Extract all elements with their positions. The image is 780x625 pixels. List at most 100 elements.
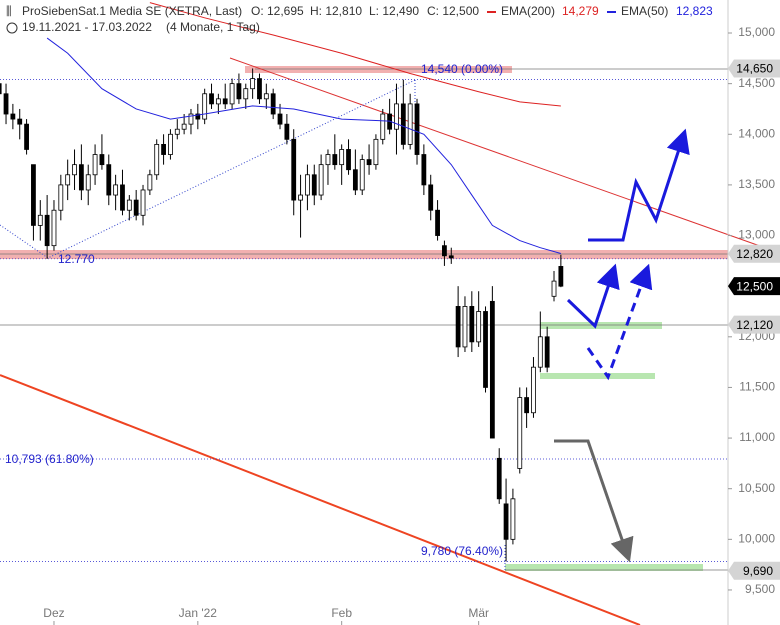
- ema-line: [149, 2, 561, 107]
- candle-body: [140, 189, 146, 216]
- candle-body: [257, 78, 262, 100]
- candle-body: [147, 174, 153, 191]
- candle-body: [37, 214, 43, 226]
- support-zone: [505, 564, 703, 571]
- candle-body: [72, 164, 77, 176]
- candle-body: [476, 311, 482, 343]
- legend-value: 12,823: [676, 4, 713, 18]
- y-tick-label: 10,000: [738, 532, 775, 546]
- candle-body: [126, 199, 132, 211]
- chart-title: ProSiebenSat.1 Media SE (XETRA, Last): [22, 4, 242, 18]
- legend-label: EMA(50): [621, 4, 668, 18]
- candle-body: [531, 366, 536, 414]
- candle-body: [106, 164, 112, 196]
- price-marker: [728, 561, 780, 580]
- candle-body: [359, 159, 365, 191]
- candle-body: [0, 83, 2, 95]
- candle-body: [181, 123, 187, 130]
- ohlc: H: 12,810: [310, 4, 362, 18]
- price-marker-label: 12,820: [736, 247, 773, 261]
- candle-body: [537, 336, 543, 368]
- candle-body: [524, 397, 530, 414]
- candle-body: [311, 174, 317, 196]
- candle-body: [400, 103, 406, 145]
- candle-body: [222, 98, 228, 105]
- candle-body: [352, 169, 358, 191]
- y-tick-label: 13,000: [738, 228, 775, 242]
- fib-label: 10,793 (61.80%): [5, 452, 94, 466]
- candle-body: [236, 83, 242, 100]
- candle-body: [120, 184, 125, 211]
- x-tick-label: Dez: [43, 606, 64, 620]
- candle-body: [373, 138, 379, 166]
- candle-body: [346, 149, 351, 171]
- x-tick-label: Jan '22: [179, 606, 218, 620]
- price-marker-label: 12,120: [736, 318, 773, 332]
- y-tick-label: 14,500: [738, 76, 775, 90]
- candle-body: [455, 306, 461, 348]
- candle-body: [270, 93, 276, 115]
- candle-body: [394, 103, 399, 130]
- candle-body: [99, 154, 105, 166]
- candle-body: [483, 311, 488, 388]
- candle-body: [380, 113, 386, 140]
- period: (4 Monate, 1 Tag): [166, 20, 260, 34]
- candle-body: [496, 457, 502, 500]
- y-tick-label: 9,500: [745, 582, 775, 596]
- candle-body: [161, 144, 166, 155]
- x-tick-label: Feb: [331, 606, 352, 620]
- price-marker: [728, 315, 780, 334]
- candle-body: [250, 78, 256, 90]
- candle-body: [407, 103, 413, 145]
- candle-body: [174, 128, 180, 135]
- candle-body: [510, 498, 516, 540]
- candle-body: [544, 336, 550, 368]
- legend-value: 14,279: [562, 4, 599, 18]
- fib-label: 12.770: [58, 252, 95, 266]
- candle-body: [462, 306, 468, 348]
- candle-body: [448, 255, 454, 259]
- date-range: 19.11.2021 - 17.03.2022: [22, 20, 152, 34]
- ema-line: [46, 37, 561, 254]
- candle-body: [339, 149, 345, 166]
- trend-line: [0, 374, 641, 625]
- ohlc: O: 12,695: [251, 4, 304, 18]
- candle-body: [435, 209, 440, 236]
- resistance-zone: [0, 250, 728, 259]
- candle-body: [428, 184, 434, 211]
- candle-body: [92, 154, 98, 176]
- candle-body: [58, 184, 64, 211]
- plot: 14,540 (0.00%) 12.770 10,793 (61.80%) 9,780…: [0, 2, 728, 562]
- candle-body: [551, 280, 557, 297]
- price-marker-label: 9,690: [743, 564, 773, 578]
- y-tick-label: 15,000: [738, 25, 775, 39]
- candle-body: [332, 154, 338, 166]
- candle-body: [517, 397, 523, 469]
- candle-body: [469, 306, 475, 343]
- candle-body: [215, 98, 221, 105]
- x-tick-label: Mär: [468, 606, 489, 620]
- scenario-arrow: [566, 263, 620, 329]
- candle-body: [325, 154, 331, 166]
- ohlc: L: 12,490: [369, 4, 419, 18]
- candle-body: [421, 154, 427, 186]
- candle-body: [31, 164, 36, 226]
- candle-body: [154, 144, 160, 176]
- candle-body: [51, 209, 57, 247]
- scenario-arrow: [586, 263, 653, 381]
- candle-body: [202, 93, 208, 120]
- candle-body: [168, 133, 173, 155]
- candle-body: [291, 138, 297, 201]
- candle-body: [65, 174, 71, 186]
- price-marker: [728, 59, 780, 78]
- candle-body: [195, 113, 201, 120]
- chart-icon: ⫼: [6, 4, 12, 18]
- candle-body: [442, 245, 447, 257]
- candle-body: [188, 113, 194, 125]
- clock-icon: [6, 22, 18, 34]
- scenario-arrow: [554, 439, 634, 563]
- candle-body: [10, 113, 16, 120]
- candle-body: [243, 88, 249, 100]
